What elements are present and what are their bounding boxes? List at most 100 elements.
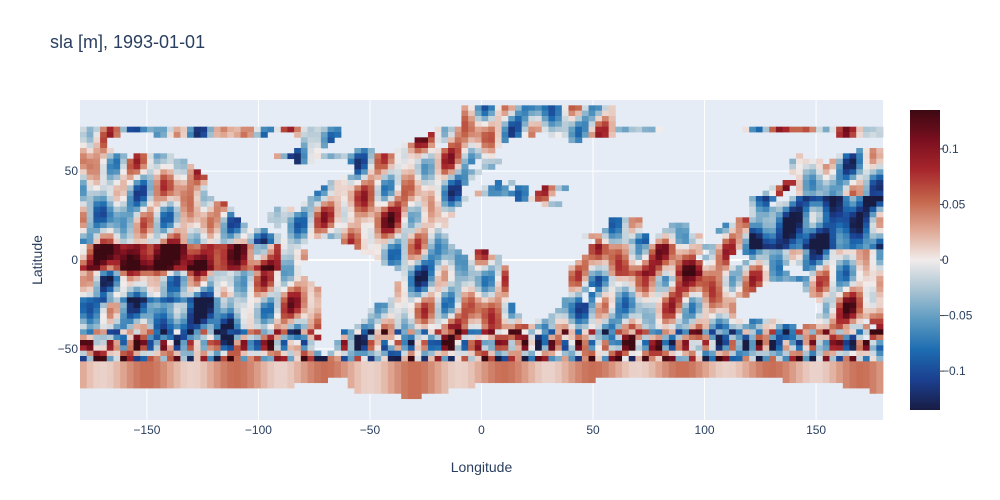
heatmap-cell xyxy=(93,233,101,240)
heatmap-cell xyxy=(575,361,583,368)
heatmap-cell xyxy=(695,276,703,282)
heatmap-cell xyxy=(173,126,181,133)
heatmap-cell xyxy=(80,302,88,309)
heatmap-cell xyxy=(461,356,469,362)
heatmap-cell xyxy=(662,249,670,256)
heatmap-cell xyxy=(682,292,690,298)
heatmap-cell xyxy=(796,222,804,229)
heatmap-cell xyxy=(113,324,121,330)
heatmap-cell xyxy=(220,238,228,245)
heatmap-cell xyxy=(260,382,268,389)
heatmap-cell xyxy=(655,329,663,336)
heatmap-cell xyxy=(187,169,195,176)
heatmap-cell xyxy=(441,324,449,330)
heatmap-cell xyxy=(695,350,703,357)
heatmap-cell xyxy=(187,190,195,197)
heatmap-cell xyxy=(468,142,476,149)
heatmap-cell xyxy=(294,340,302,346)
heatmap-cell xyxy=(381,260,389,266)
heatmap-cell xyxy=(448,281,456,288)
heatmap-cell xyxy=(702,308,710,314)
heatmap-cell xyxy=(555,116,563,122)
heatmap-cell xyxy=(394,324,402,330)
heatmap-cell xyxy=(133,164,141,170)
heatmap-cell xyxy=(200,228,208,234)
heatmap-cell xyxy=(729,286,737,293)
heatmap-cell xyxy=(749,361,757,368)
heatmap-cell xyxy=(876,249,884,256)
heatmap-cell xyxy=(862,302,871,309)
heatmap-cell xyxy=(140,238,148,245)
heatmap-cell xyxy=(220,340,228,346)
heatmap-cell xyxy=(340,217,349,224)
heatmap-cell xyxy=(454,180,462,186)
heatmap-cell xyxy=(481,318,489,325)
heatmap-cell xyxy=(441,345,449,352)
heatmap-cell xyxy=(662,260,670,266)
heatmap-cell xyxy=(461,105,469,112)
heatmap-cell xyxy=(501,116,509,122)
heatmap-cell xyxy=(642,265,650,272)
heatmap-cell xyxy=(207,318,215,325)
heatmap-cell xyxy=(166,153,175,160)
heatmap-cell xyxy=(100,222,108,229)
heatmap-cell xyxy=(133,286,141,293)
heatmap-cell xyxy=(200,254,208,261)
heatmap-cell xyxy=(581,361,589,368)
heatmap-cell xyxy=(488,148,496,154)
heatmap-cell xyxy=(314,137,322,144)
heatmap-cell xyxy=(601,356,610,362)
heatmap-cells[interactable] xyxy=(80,105,884,400)
heatmap-cell xyxy=(421,228,429,234)
heatmap-cell xyxy=(682,265,690,272)
heatmap-cell xyxy=(535,350,543,357)
heatmap-cell xyxy=(662,265,670,272)
heatmap-cell xyxy=(789,377,797,384)
heatmap-cell xyxy=(361,185,369,192)
heatmap-cell xyxy=(468,382,476,389)
heatmap-cell xyxy=(802,164,810,170)
heatmap-cell xyxy=(100,292,108,298)
heatmap-cell xyxy=(160,270,168,277)
heatmap-cell xyxy=(709,324,717,330)
heatmap-cell xyxy=(140,382,148,389)
heatmap-cell xyxy=(809,228,817,234)
heatmap-cell xyxy=(267,361,275,368)
heatmap-cell xyxy=(535,329,543,336)
heatmap-cell xyxy=(528,324,536,330)
heatmap-cell xyxy=(340,228,349,234)
heatmap-cell xyxy=(501,350,509,357)
heatmap-cell xyxy=(876,238,884,245)
heatmap-cell xyxy=(762,334,770,341)
heatmap-cell xyxy=(220,350,228,357)
heatmap-cell xyxy=(274,340,282,346)
heatmap-cell xyxy=(240,249,248,256)
heatmap-cell xyxy=(381,377,389,384)
heatmap-cell xyxy=(742,340,750,346)
heatmap-cell xyxy=(187,222,195,229)
heatmap-cell xyxy=(581,286,589,293)
heatmap-cell xyxy=(575,286,583,293)
heatmap-cell xyxy=(421,206,429,213)
heatmap-cell xyxy=(628,228,636,234)
heatmap-cell xyxy=(407,206,415,213)
heatmap-cell xyxy=(300,292,308,298)
heatmap-cell xyxy=(595,105,603,112)
heatmap-cell xyxy=(200,270,208,277)
heatmap-cell xyxy=(829,292,837,298)
heatmap-cell xyxy=(521,132,529,138)
heatmap-cell xyxy=(555,308,563,314)
heatmap-cell xyxy=(856,196,864,202)
heatmap-cell xyxy=(173,382,181,389)
heatmap-cell xyxy=(367,324,375,330)
heatmap-cell xyxy=(816,222,824,229)
heatmap-cell xyxy=(722,292,730,298)
heatmap-cell xyxy=(541,350,549,357)
heatmap-cell xyxy=(561,116,569,122)
heatmap-cell xyxy=(361,233,369,240)
heatmap-cell xyxy=(829,377,837,384)
heatmap-cell xyxy=(247,366,255,373)
heatmap-cell xyxy=(548,329,556,336)
heatmap-cell xyxy=(662,350,670,357)
heatmap-cell xyxy=(755,206,763,213)
